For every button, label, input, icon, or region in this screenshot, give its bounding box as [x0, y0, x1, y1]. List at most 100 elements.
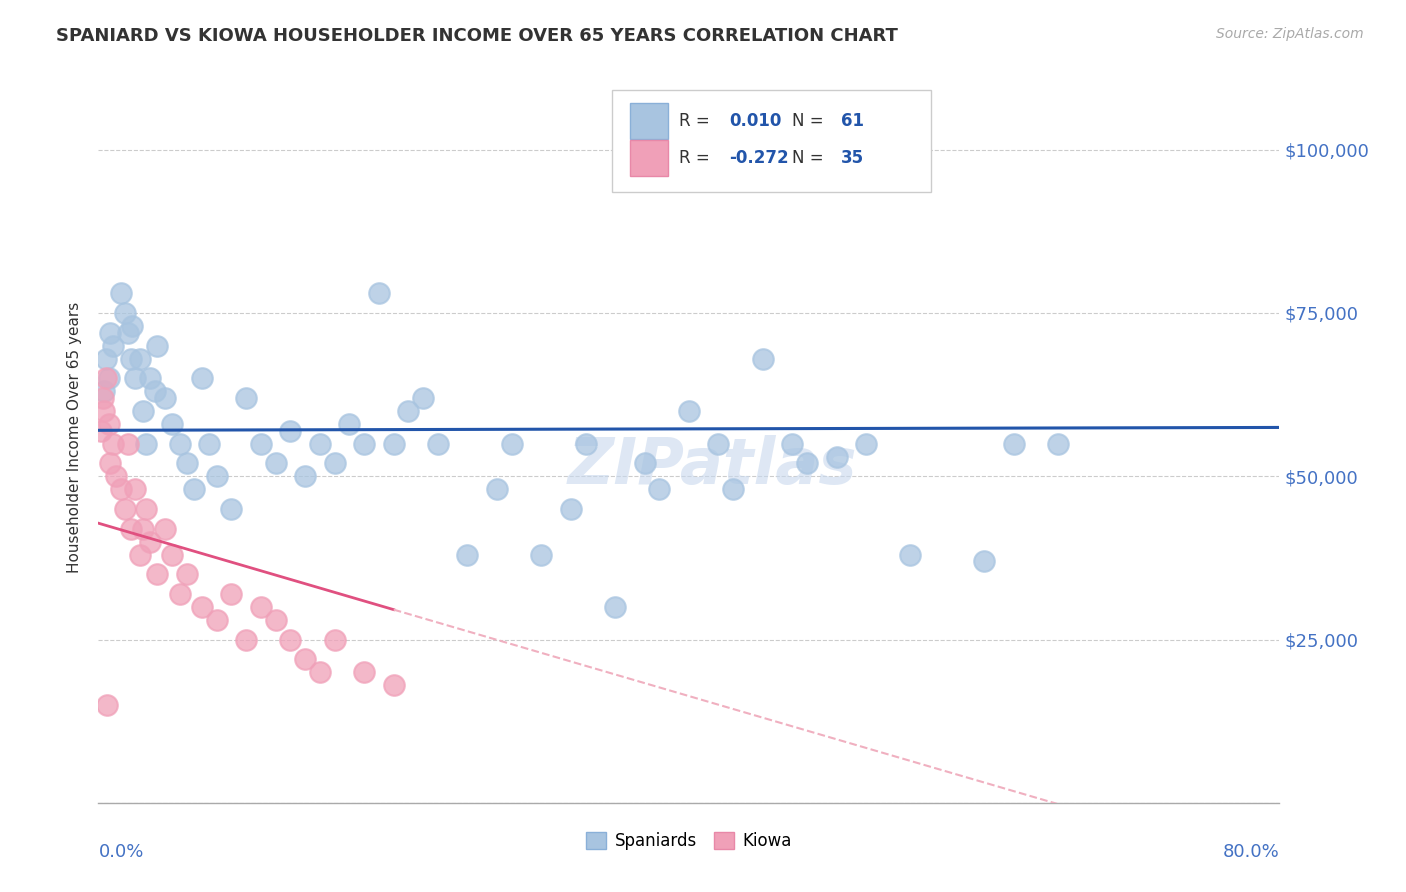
Text: -0.272: -0.272	[730, 149, 789, 167]
Point	[412, 391, 434, 405]
Point	[143, 384, 166, 399]
Point	[264, 613, 287, 627]
Point	[97, 417, 120, 431]
Point	[280, 632, 302, 647]
Point	[103, 338, 125, 352]
Point	[93, 384, 115, 399]
Point	[169, 436, 191, 450]
Point	[648, 483, 671, 497]
Point	[900, 548, 922, 562]
Point	[309, 665, 332, 680]
Point	[250, 436, 273, 450]
Point	[825, 450, 848, 464]
Point	[98, 456, 121, 470]
Text: R =: R =	[679, 112, 716, 130]
Point	[191, 599, 214, 614]
Legend: Spaniards, Kiowa: Spaniards, Kiowa	[579, 825, 799, 856]
Point	[575, 436, 598, 450]
Point	[560, 502, 582, 516]
Point	[176, 567, 198, 582]
Text: N =: N =	[792, 112, 828, 130]
FancyBboxPatch shape	[630, 103, 668, 139]
Point	[796, 456, 818, 470]
Point	[120, 351, 142, 366]
Text: 80.0%: 80.0%	[1223, 843, 1279, 861]
Point	[309, 436, 332, 450]
Point	[91, 391, 114, 405]
Point	[323, 456, 346, 470]
Point	[723, 483, 745, 497]
Point	[98, 326, 121, 340]
Point	[90, 424, 112, 438]
Point	[169, 587, 191, 601]
Point	[782, 436, 804, 450]
Point	[221, 587, 243, 601]
Point	[103, 436, 125, 450]
Point	[110, 483, 132, 497]
Point	[530, 548, 553, 562]
Point	[153, 391, 176, 405]
Point	[94, 351, 117, 366]
Point	[176, 456, 198, 470]
Point	[205, 469, 228, 483]
Point	[353, 665, 375, 680]
Point	[146, 567, 169, 582]
Point	[162, 417, 183, 431]
Point	[139, 534, 162, 549]
Point	[501, 436, 523, 450]
Point	[1002, 436, 1025, 450]
Point	[135, 502, 157, 516]
Point	[191, 371, 214, 385]
Point	[486, 483, 509, 497]
Point	[205, 613, 228, 627]
Point	[353, 436, 375, 450]
Point	[221, 502, 243, 516]
Text: 0.010: 0.010	[730, 112, 782, 130]
Point	[294, 469, 316, 483]
Point	[973, 554, 995, 568]
Point	[97, 371, 120, 385]
Text: Source: ZipAtlas.com: Source: ZipAtlas.com	[1216, 27, 1364, 41]
Point	[124, 371, 146, 385]
Point	[114, 502, 136, 516]
Point	[382, 436, 405, 450]
FancyBboxPatch shape	[630, 140, 668, 176]
Point	[294, 652, 316, 666]
Point	[114, 306, 136, 320]
Point	[94, 371, 117, 385]
Point	[117, 436, 139, 450]
Point	[280, 424, 302, 438]
Point	[752, 351, 775, 366]
Point	[135, 436, 157, 450]
Text: 0.0%: 0.0%	[98, 843, 143, 861]
Point	[121, 319, 143, 334]
Point	[110, 286, 132, 301]
Point	[183, 483, 205, 497]
Point	[398, 404, 420, 418]
Point	[1047, 436, 1070, 450]
Point	[124, 483, 146, 497]
Point	[855, 436, 877, 450]
Point	[96, 698, 118, 712]
Point	[250, 599, 273, 614]
FancyBboxPatch shape	[612, 90, 931, 192]
Point	[93, 404, 115, 418]
Point	[382, 678, 405, 692]
Text: 35: 35	[841, 149, 865, 167]
Point	[146, 338, 169, 352]
Point	[264, 456, 287, 470]
Point	[323, 632, 346, 647]
Text: ZIPatlas: ZIPatlas	[568, 435, 858, 498]
Point	[132, 521, 155, 535]
Point	[235, 632, 257, 647]
Point	[162, 548, 183, 562]
Point	[707, 436, 730, 450]
Point	[120, 521, 142, 535]
Y-axis label: Householder Income Over 65 years: Householder Income Over 65 years	[67, 301, 83, 573]
Point	[235, 391, 257, 405]
Point	[368, 286, 391, 301]
Text: 61: 61	[841, 112, 865, 130]
Point	[128, 351, 150, 366]
Text: R =: R =	[679, 149, 716, 167]
Point	[457, 548, 479, 562]
